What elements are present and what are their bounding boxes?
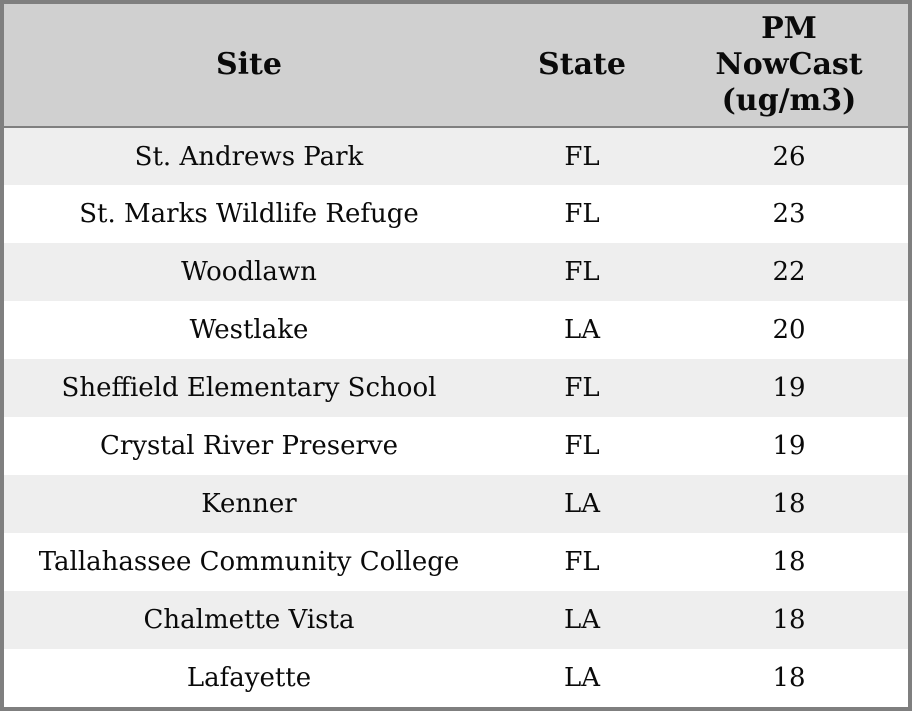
cell-pm: 26 [670, 127, 908, 185]
table-row: St. Andrews Park FL 26 [4, 127, 908, 185]
table-row: Woodlawn FL 22 [4, 243, 908, 301]
column-header-pm-nowcast: PM NowCast (ug/m3) [670, 4, 908, 128]
cell-state: FL [494, 417, 670, 475]
cell-state: FL [494, 127, 670, 185]
cell-state: FL [494, 359, 670, 417]
pm-nowcast-table: Site State PM NowCast (ug/m3) St. Andrew… [4, 4, 908, 707]
cell-site: Woodlawn [4, 243, 494, 301]
cell-state: LA [494, 301, 670, 359]
table-row: Chalmette Vista LA 18 [4, 591, 908, 649]
cell-pm: 22 [670, 243, 908, 301]
table-header: Site State PM NowCast (ug/m3) [4, 4, 908, 128]
table-row: Crystal River Preserve FL 19 [4, 417, 908, 475]
cell-pm: 19 [670, 417, 908, 475]
column-header-site: Site [4, 4, 494, 128]
cell-site: Westlake [4, 301, 494, 359]
table-row: St. Marks Wildlife Refuge FL 23 [4, 185, 908, 243]
table-row: Kenner LA 18 [4, 475, 908, 533]
cell-pm: 18 [670, 533, 908, 591]
cell-state: LA [494, 591, 670, 649]
table-body: St. Andrews Park FL 26 St. Marks Wildlif… [4, 127, 908, 707]
cell-pm: 20 [670, 301, 908, 359]
table-row: Sheffield Elementary School FL 19 [4, 359, 908, 417]
table-row: Lafayette LA 18 [4, 649, 908, 707]
cell-site: Tallahassee Community College [4, 533, 494, 591]
column-header-state: State [494, 4, 670, 128]
header-row: Site State PM NowCast (ug/m3) [4, 4, 908, 128]
table-row: Tallahassee Community College FL 18 [4, 533, 908, 591]
cell-pm: 18 [670, 591, 908, 649]
table-row: Westlake LA 20 [4, 301, 908, 359]
cell-state: LA [494, 475, 670, 533]
cell-state: FL [494, 185, 670, 243]
cell-state: FL [494, 533, 670, 591]
cell-site: Kenner [4, 475, 494, 533]
cell-state: FL [494, 243, 670, 301]
cell-state: LA [494, 649, 670, 707]
cell-pm: 23 [670, 185, 908, 243]
cell-site: Chalmette Vista [4, 591, 494, 649]
cell-site: St. Andrews Park [4, 127, 494, 185]
cell-site: Sheffield Elementary School [4, 359, 494, 417]
cell-site: Crystal River Preserve [4, 417, 494, 475]
cell-pm: 18 [670, 475, 908, 533]
cell-site: St. Marks Wildlife Refuge [4, 185, 494, 243]
cell-pm: 19 [670, 359, 908, 417]
cell-pm: 18 [670, 649, 908, 707]
cell-site: Lafayette [4, 649, 494, 707]
